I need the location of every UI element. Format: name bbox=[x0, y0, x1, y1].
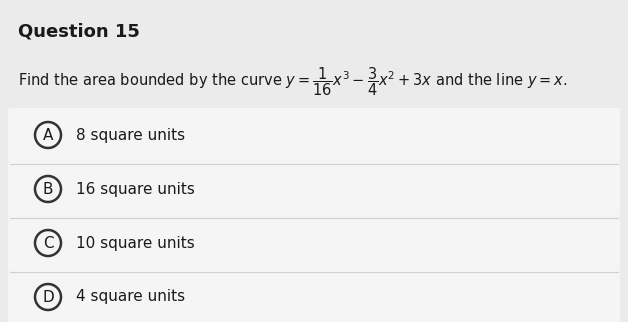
Text: Question 15: Question 15 bbox=[18, 22, 140, 40]
Text: A: A bbox=[43, 128, 53, 143]
Circle shape bbox=[35, 284, 61, 310]
Text: 10 square units: 10 square units bbox=[76, 235, 195, 251]
Circle shape bbox=[35, 230, 61, 256]
Text: B: B bbox=[43, 182, 53, 196]
Circle shape bbox=[35, 122, 61, 148]
FancyBboxPatch shape bbox=[8, 216, 620, 270]
FancyBboxPatch shape bbox=[8, 162, 620, 216]
FancyBboxPatch shape bbox=[8, 108, 620, 162]
Text: 4 square units: 4 square units bbox=[76, 289, 185, 305]
Circle shape bbox=[35, 176, 61, 202]
Text: Find the area bounded by the curve $y=\dfrac{1}{16}x^3-\dfrac{3}{4}x^2+3x$ and t: Find the area bounded by the curve $y=\d… bbox=[18, 65, 567, 98]
Text: C: C bbox=[43, 235, 53, 251]
FancyBboxPatch shape bbox=[8, 270, 620, 322]
Text: 8 square units: 8 square units bbox=[76, 128, 185, 143]
Text: 16 square units: 16 square units bbox=[76, 182, 195, 196]
Text: D: D bbox=[42, 289, 54, 305]
